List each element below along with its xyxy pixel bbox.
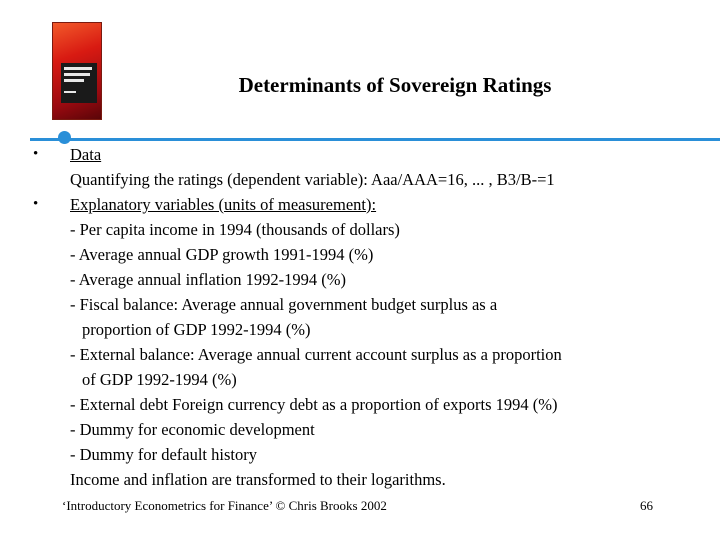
body-line: - Per capita income in 1994 (thousands o… xyxy=(70,220,400,239)
bullet-marker: • xyxy=(33,146,39,162)
body-line: Quantifying the ratings (dependent varia… xyxy=(70,170,555,189)
bullet-heading-explanatory: Explanatory variables (units of measurem… xyxy=(70,195,377,214)
bullet-marker: • xyxy=(33,196,39,212)
book-cover-image xyxy=(52,22,102,120)
body-line: - Average annual GDP growth 1991-1994 (%… xyxy=(70,245,374,264)
page-number: 66 xyxy=(640,498,653,513)
footer-citation: ‘Introductory Econometrics for Finance’ … xyxy=(62,498,387,513)
bullet-heading-data: Data xyxy=(70,145,102,164)
body-line: - Dummy for default history xyxy=(70,445,257,464)
body-line: of GDP 1992-1994 (%) xyxy=(82,370,237,389)
body-line: - Dummy for economic development xyxy=(70,420,315,439)
title-divider xyxy=(30,138,720,141)
body-line: Income and inflation are transformed to … xyxy=(70,470,446,489)
book-cover-title-block xyxy=(61,63,97,103)
slide-title: Determinants of Sovereign Ratings xyxy=(238,73,552,97)
body-line: - External balance: Average annual curre… xyxy=(70,345,562,364)
body-line: - Fiscal balance: Average annual governm… xyxy=(70,295,498,314)
body-line: - Average annual inflation 1992-1994 (%) xyxy=(70,270,346,289)
body-line: - External debt Foreign currency debt as… xyxy=(70,395,558,414)
body-line: proportion of GDP 1992-1994 (%) xyxy=(82,320,311,339)
divider-dot xyxy=(58,131,71,144)
